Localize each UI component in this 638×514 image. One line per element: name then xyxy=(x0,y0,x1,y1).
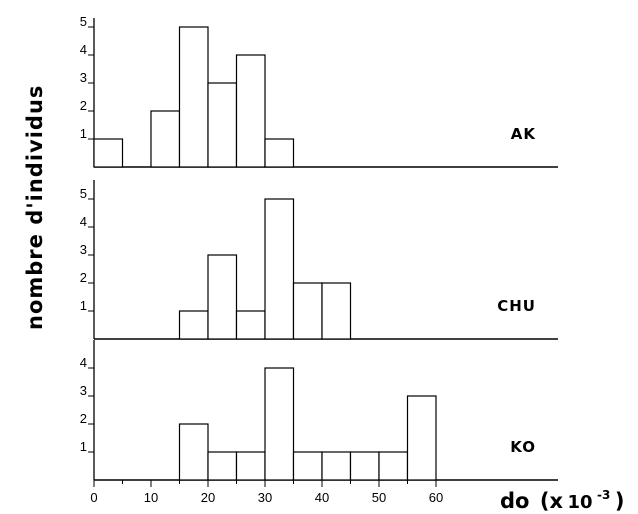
y-tick-label: 4 xyxy=(80,214,87,229)
bar-ko-15 xyxy=(178,423,209,481)
bar-ko-30 xyxy=(264,367,295,481)
y-tick-label: 2 xyxy=(80,411,87,426)
panels-group: 1 2 3 4 5 AK 1 2 3 4 5 CHU 1 2 3 4 KO xyxy=(80,14,558,481)
x-axis-label-unit-open: (x xyxy=(540,489,564,513)
y-tick-label: 3 xyxy=(80,242,87,257)
bar-ko-35 xyxy=(292,451,323,481)
y-tick-label: 1 xyxy=(80,126,87,141)
x-tick-label: 30 xyxy=(258,490,272,505)
panel-ko: 1 2 3 4 KO xyxy=(80,340,558,481)
bar-ak-30 xyxy=(264,138,295,168)
bar-chu-30 xyxy=(264,198,295,340)
y-tick-label: 3 xyxy=(80,70,87,85)
bar-ko-25 xyxy=(235,451,266,481)
bar-ko-20 xyxy=(207,451,238,481)
y-tick-label: 1 xyxy=(80,298,87,313)
y-tick-label: 4 xyxy=(80,42,87,57)
y-tick-label: 5 xyxy=(80,14,87,29)
bar-chu-35 xyxy=(292,282,323,340)
y-axis-label: nombre d'individus xyxy=(23,85,47,330)
bar-ko-50 xyxy=(378,451,409,481)
panel-chu: 1 2 3 4 5 CHU xyxy=(80,180,558,340)
bar-chu-15 xyxy=(178,310,209,340)
y-tick-label: 2 xyxy=(80,270,87,285)
bar-ak-25 xyxy=(235,54,266,168)
bar-ko-40 xyxy=(321,451,352,481)
x-tick-label: 10 xyxy=(144,490,158,505)
bar-ko-45 xyxy=(349,451,380,481)
panel-ak: 1 2 3 4 5 AK xyxy=(80,14,558,168)
bar-chu-25 xyxy=(235,310,266,340)
bar-ko-55 xyxy=(406,395,437,481)
x-tick-label: 50 xyxy=(372,490,386,505)
bar-ak-10 xyxy=(150,110,181,168)
x-tick-label: 20 xyxy=(201,490,215,505)
x-axis-label-unit-close: ) xyxy=(615,489,625,513)
bar-ak-20 xyxy=(207,82,238,168)
bar-ak-0 xyxy=(93,138,124,168)
x-tick-label: 0 xyxy=(90,490,97,505)
x-axis-label-main: do xyxy=(500,489,529,513)
x-axis-label-unit-exp: -3 xyxy=(597,488,610,502)
x-axis-label-unit-base: 10 xyxy=(568,492,593,513)
bar-ak-15 xyxy=(178,26,209,168)
y-tick-label: 5 xyxy=(80,186,87,201)
x-axis: 0 10 20 30 40 50 60 xyxy=(90,480,443,505)
panel-label-ak: AK xyxy=(511,125,537,143)
y-tick-label: 1 xyxy=(80,439,87,454)
bar-chu-40 xyxy=(321,282,352,340)
x-axis-label: do (x 10 -3 ) xyxy=(500,486,624,513)
y-tick-label: 2 xyxy=(80,98,87,113)
y-tick-label: 4 xyxy=(80,355,87,370)
bar-chu-20 xyxy=(207,254,238,340)
y-tick-label: 3 xyxy=(80,383,87,398)
x-tick-label: 40 xyxy=(315,490,329,505)
panel-label-chu: CHU xyxy=(497,297,536,315)
x-tick-label: 60 xyxy=(429,490,443,505)
panel-label-ko: KO xyxy=(510,438,536,456)
